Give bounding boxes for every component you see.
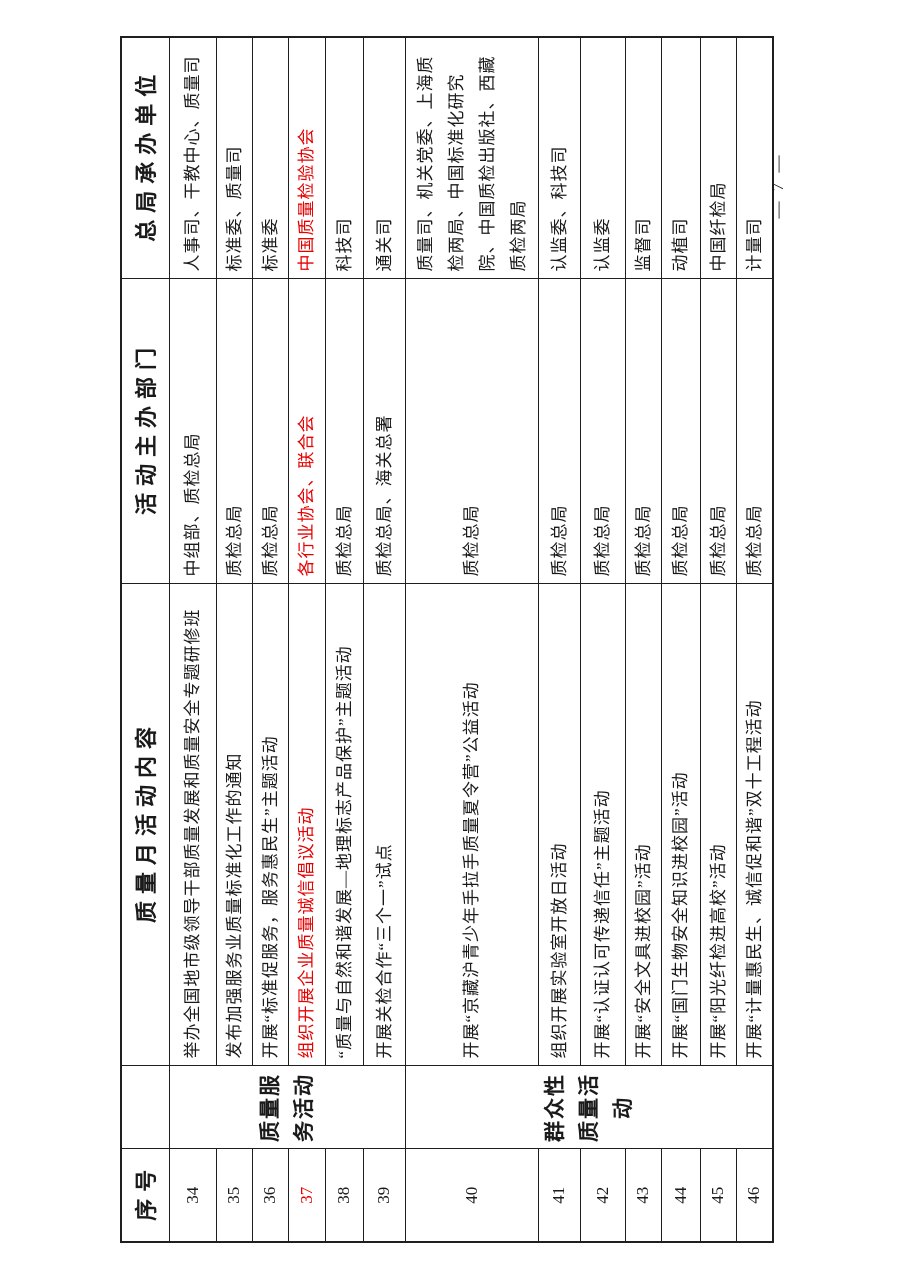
row-host-dept: 质检总局 xyxy=(661,279,700,584)
row-undertaking-unit: 标准委、质量司 xyxy=(216,37,252,279)
row-content: 开展“阳光纤检进高校”活动 xyxy=(700,584,736,1066)
row-undertaking-unit: 认监委、科技司 xyxy=(538,37,580,279)
table-row: 40 群众性质量活动 开展“京藏沪青少年手拉手质量夏令营”公益活动 质检总局 质… xyxy=(405,37,773,1242)
table-row: 35 发布加强服务业质量标准化工作的通知 质检总局 标准委、质量司 xyxy=(216,37,252,1242)
header-activity-content: 质量月活动内容 xyxy=(121,584,169,1066)
row-host-dept: 质检总局 xyxy=(325,279,363,584)
row-serial: 43 xyxy=(625,1149,661,1242)
header-undertaking-unit: 总局承办单位 xyxy=(121,37,169,279)
row-serial: 35 xyxy=(216,1149,252,1242)
activities-table: 序号 质量月活动内容 活动主办部门 总局承办单位 34 质量服务活动 举办全国地… xyxy=(120,36,774,1243)
header-category xyxy=(121,1066,169,1149)
row-content: 组织开展企业质量诚信倡议活动 xyxy=(288,584,325,1066)
row-undertaking-unit: 监督司 xyxy=(625,37,661,279)
table-row: 41 组织开展实验室开放日活动 质检总局 认监委、科技司 xyxy=(538,37,580,1242)
table-row: 42 开展“认证认可传递信任”主题活动 质检总局 认监委 xyxy=(580,37,625,1242)
header-host-department: 活动主办部门 xyxy=(121,279,169,584)
table-row: 44 开展“国门生物安全知识进校园”活动 质检总局 动植司 xyxy=(661,37,700,1242)
row-undertaking-unit: 动植司 xyxy=(661,37,700,279)
row-undertaking-unit: 质量司、机关党委、上海质检两局、中国标准化研究院、中国质检出版社、西藏质检两局 xyxy=(405,37,538,279)
row-host-dept: 各行业协会、联合会 xyxy=(288,279,325,584)
table-row: 36 开展“标准促服务，服务惠民生”主题活动 质检总局 标准委 xyxy=(252,37,288,1242)
row-serial: 40 xyxy=(405,1149,538,1242)
row-undertaking-unit: 认监委 xyxy=(580,37,625,279)
header-row: 序号 质量月活动内容 活动主办部门 总局承办单位 xyxy=(121,37,169,1242)
row-undertaking-unit: 科技司 xyxy=(325,37,363,279)
table-row: 38 “质量与自然和谐发展—地理标志产品保护”主题活动 质检总局 科技司 xyxy=(325,37,363,1242)
row-host-dept: 质检总局、海关总署 xyxy=(363,279,405,584)
row-host-dept: 质检总局 xyxy=(405,279,538,584)
row-serial: 39 xyxy=(363,1149,405,1242)
row-content: 开展“标准促服务，服务惠民生”主题活动 xyxy=(252,584,288,1066)
row-content: 举办全国地市级领导干部质量发展和质量安全专题研修班 xyxy=(169,584,216,1066)
row-content: 发布加强服务业质量标准化工作的通知 xyxy=(216,584,252,1066)
category-cell-quality-service: 质量服务活动 xyxy=(169,1066,405,1149)
table-row: 34 质量服务活动 举办全国地市级领导干部质量发展和质量安全专题研修班 中组部、… xyxy=(169,37,405,1242)
row-host-dept: 质检总局 xyxy=(625,279,661,584)
row-serial: 44 xyxy=(661,1149,700,1242)
table-row: 39 开展关检合作“三个一”试点 质检总局、海关总署 通关司 xyxy=(363,37,405,1242)
header-serial: 序号 xyxy=(121,1149,169,1242)
row-host-dept: 质检总局 xyxy=(252,279,288,584)
table-row-highlighted: 37 组织开展企业质量诚信倡议活动 各行业协会、联合会 中国质量检验协会 xyxy=(288,37,325,1242)
row-host-dept: 质检总局 xyxy=(736,279,773,584)
page-number: — 7 — xyxy=(768,152,787,219)
category-cell-mass-quality: 群众性质量活动 xyxy=(405,1066,773,1149)
row-content: 开展关检合作“三个一”试点 xyxy=(363,584,405,1066)
row-undertaking-unit: 通关司 xyxy=(363,37,405,279)
row-serial: 37 xyxy=(288,1149,325,1242)
row-host-dept: 质检总局 xyxy=(580,279,625,584)
row-serial: 45 xyxy=(700,1149,736,1242)
row-serial: 41 xyxy=(538,1149,580,1242)
row-content: 组织开展实验室开放日活动 xyxy=(538,584,580,1066)
row-serial: 36 xyxy=(252,1149,288,1242)
row-serial: 42 xyxy=(580,1149,625,1242)
row-serial: 46 xyxy=(736,1149,773,1242)
row-host-dept: 质检总局 xyxy=(700,279,736,584)
table-row: 43 开展“安全文具进校园”活动 质检总局 监督司 xyxy=(625,37,661,1242)
row-serial: 38 xyxy=(325,1149,363,1242)
row-undertaking-unit: 中国纤检局 xyxy=(700,37,736,279)
row-undertaking-unit: 标准委 xyxy=(252,37,288,279)
row-content: 开展“计量惠民生、诚信促和谐”双十工程活动 xyxy=(736,584,773,1066)
table-row: 45 开展“阳光纤检进高校”活动 质检总局 中国纤检局 xyxy=(700,37,736,1242)
row-undertaking-unit: 人事司、干教中心、质量司 xyxy=(169,37,216,279)
row-content: 开展“国门生物安全知识进校园”活动 xyxy=(661,584,700,1066)
row-undertaking-unit: 中国质量检验协会 xyxy=(288,37,325,279)
row-host-dept: 质检总局 xyxy=(538,279,580,584)
row-host-dept: 质检总局 xyxy=(216,279,252,584)
row-content: 开展“认证认可传递信任”主题活动 xyxy=(580,584,625,1066)
row-content: 开展“京藏沪青少年手拉手质量夏令营”公益活动 xyxy=(405,584,538,1066)
row-content: “质量与自然和谐发展—地理标志产品保护”主题活动 xyxy=(325,584,363,1066)
row-serial: 34 xyxy=(169,1149,216,1242)
row-host-dept: 中组部、质检总局 xyxy=(169,279,216,584)
row-content: 开展“安全文具进校园”活动 xyxy=(625,584,661,1066)
